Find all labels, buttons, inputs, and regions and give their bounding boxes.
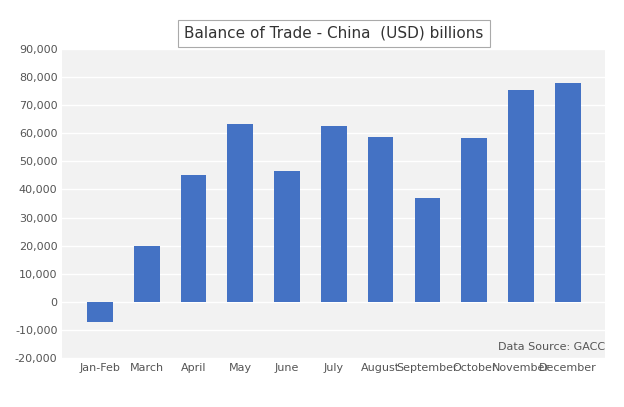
Text: Data Source: GACC: Data Source: GACC xyxy=(498,342,605,352)
Bar xyxy=(508,90,534,302)
Bar xyxy=(321,126,347,302)
Bar xyxy=(134,246,160,302)
Bar xyxy=(414,198,441,302)
Bar xyxy=(461,138,487,302)
Bar xyxy=(227,124,253,302)
Bar xyxy=(274,171,300,302)
Bar xyxy=(180,175,207,302)
Title: Balance of Trade - China  (USD) billions: Balance of Trade - China (USD) billions xyxy=(184,26,484,41)
Bar xyxy=(87,302,113,322)
Bar xyxy=(555,83,580,302)
Bar xyxy=(368,137,394,302)
